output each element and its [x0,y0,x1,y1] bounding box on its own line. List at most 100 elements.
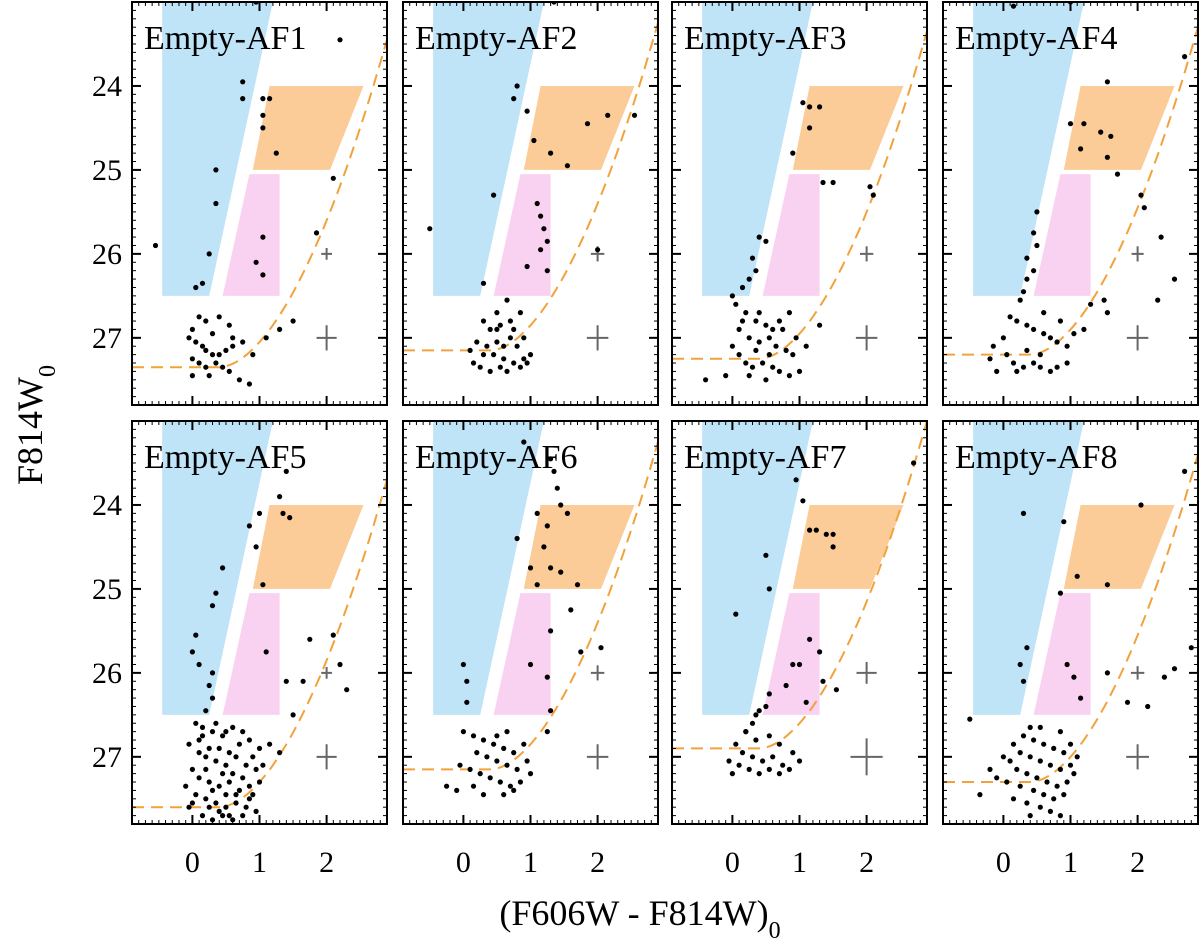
star-point [260,762,266,768]
star-point [206,682,212,689]
star-point [230,771,236,777]
star-point [213,590,219,596]
star-point [1037,724,1043,731]
star-point [723,373,729,379]
star-point [487,368,493,374]
panel-2: Empty-AF2 [402,1,659,406]
y-tick-label: 25 [92,573,122,606]
panel-plot-area [672,2,927,383]
region-blue [702,421,813,715]
panel-title: Empty-AF4 [955,20,1117,57]
star-point [534,582,540,588]
star-point [527,352,534,358]
star-point [256,745,263,752]
star-point [213,758,219,764]
star-point [1071,771,1077,777]
star-point [1014,318,1020,324]
star-point [1007,314,1013,320]
star-point [830,544,836,550]
star-point [209,352,216,358]
star-point [1031,787,1037,794]
star-point [977,792,983,798]
star-point [501,745,507,752]
star-point [223,804,229,810]
star-point [189,356,195,362]
star-point [1000,335,1007,341]
star-point [733,301,739,307]
star-point [444,783,450,789]
panel-title: Empty-AF5 [144,439,306,476]
star-point [203,796,209,802]
star-point [548,410,553,415]
y-axis-label-sub: 0 [35,365,61,377]
star-point [213,360,219,366]
star-point [524,758,530,764]
star-point [250,754,256,760]
star-point [290,318,296,324]
panel-4: Empty-AF4 [942,1,1199,406]
star-point [527,661,534,668]
panel-1: 24 25 26 27 Empty-AF1 [92,1,388,406]
star-point [729,343,736,349]
star-point [1047,762,1053,768]
star-point [1037,804,1043,810]
star-point [1027,724,1033,731]
star-point [776,741,783,747]
star-point [209,729,216,735]
star-point [199,813,206,819]
star-point [994,368,1000,374]
star-point [273,150,279,156]
star-point [1078,695,1084,701]
star-point [240,813,246,819]
star-point [558,569,564,575]
star-point [494,339,500,345]
x-tick-label: 0 [725,846,740,879]
star-point [760,758,766,764]
star-point [548,565,554,571]
star-point [595,247,601,253]
star-point [1017,661,1023,668]
star-point [1057,590,1063,596]
y-tick-label: 27 [92,322,122,355]
star-point [388,553,393,558]
star-point [1017,783,1023,789]
star-point [260,272,266,278]
star-point [240,775,246,781]
star-point [538,213,544,219]
star-point [753,268,759,274]
star-point [548,628,554,634]
star-point [1027,754,1033,760]
star-point [544,729,550,735]
star-point [1088,301,1094,307]
y-axis-label-main: F814W [10,377,50,485]
x-tick-label: 0 [456,846,471,879]
star-point [203,754,209,760]
star-point [813,527,819,533]
star-point [786,766,793,773]
star-point [780,762,786,768]
panel-7: 0 1 2 Empty-AF7 [671,420,928,879]
star-point [830,531,836,537]
x-tick-label: 2 [1130,846,1145,879]
star-point [487,775,493,781]
star-point [491,192,497,198]
star-point [538,247,544,253]
star-point [507,783,513,789]
star-point [870,192,876,198]
star-point [1074,573,1080,579]
x-tick-label: 2 [859,846,874,879]
star-point [1064,779,1070,785]
star-point [527,565,534,571]
star-point [233,800,239,806]
star-point [1047,368,1053,374]
star-point [1027,813,1033,819]
star-point [1078,146,1084,152]
star-point [480,318,487,324]
star-point [521,335,527,341]
star-point [1024,800,1030,806]
star-point [152,242,159,249]
star-point [193,339,199,345]
region-blue [702,2,813,296]
star-point [548,150,554,156]
star-point [763,703,769,710]
